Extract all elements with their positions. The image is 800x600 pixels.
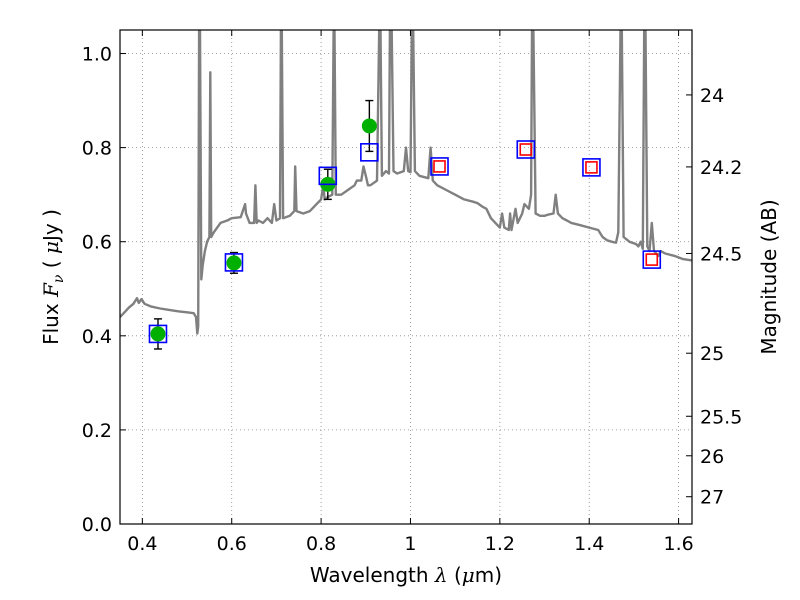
model-flux-marker [360,143,379,162]
y2-tick-label: 24.2 [700,157,742,179]
ticks: 0.4 0.6 0.8 1 1.2 1.4 1.6 0.0 0.2 0.4 0.6 0.8 1.0 24 2… [82,30,742,555]
y-tick-label: 0.2 [82,420,112,442]
y2-axis-label: Magnitude (AB) [757,199,781,354]
y2-tick-label: 26 [700,446,724,468]
model-flux-marker [642,250,662,269]
y2-tick-label: 24.5 [700,243,742,265]
y2-tick-label: 25.5 [700,406,742,428]
model-spectrum-line [120,30,692,335]
y-tick-label: 0.4 [82,326,112,348]
model-flux-marker [318,166,338,186]
y-axis-label: Flux Fν ( μJy ) [39,209,67,345]
x-tick-label: 0.6 [217,533,247,555]
model-flux-marker [582,158,601,177]
y2-tick-label: 24 [700,85,724,107]
model-flux-marker [224,253,244,272]
x-tick-label: 0.4 [127,533,157,555]
observed-flux-point [150,326,166,342]
x-tick-label: 1.6 [663,533,693,555]
y-tick-label: 0.0 [82,514,112,536]
y-tick-label: 1.0 [82,44,112,66]
plot-data [120,30,692,350]
x-axis-label: Wavelength λ (μm) [310,563,502,587]
model-flux-marker [148,324,168,344]
y-tick-label: 0.6 [82,232,112,254]
predicted-flux-marker [585,161,598,174]
x-tick-label: 1.2 [485,533,515,555]
y2-tick-label: 27 [700,487,724,509]
model-flux-marker [430,157,449,176]
plot-frame [119,29,693,525]
predicted-flux-marker [645,253,659,266]
y-tick-label: 0.8 [82,138,112,160]
model-flux-marker [516,140,536,159]
x-tick-label: 1.4 [574,533,604,555]
x-tick-label: 0.8 [306,533,336,555]
predicted-flux-marker [433,160,446,173]
observed-flux-point [226,255,242,271]
predicted-flux-marker [519,143,533,156]
observed-flux-point [361,118,377,134]
y2-tick-label: 25 [700,343,724,365]
x-tick-label: 1 [404,533,416,555]
